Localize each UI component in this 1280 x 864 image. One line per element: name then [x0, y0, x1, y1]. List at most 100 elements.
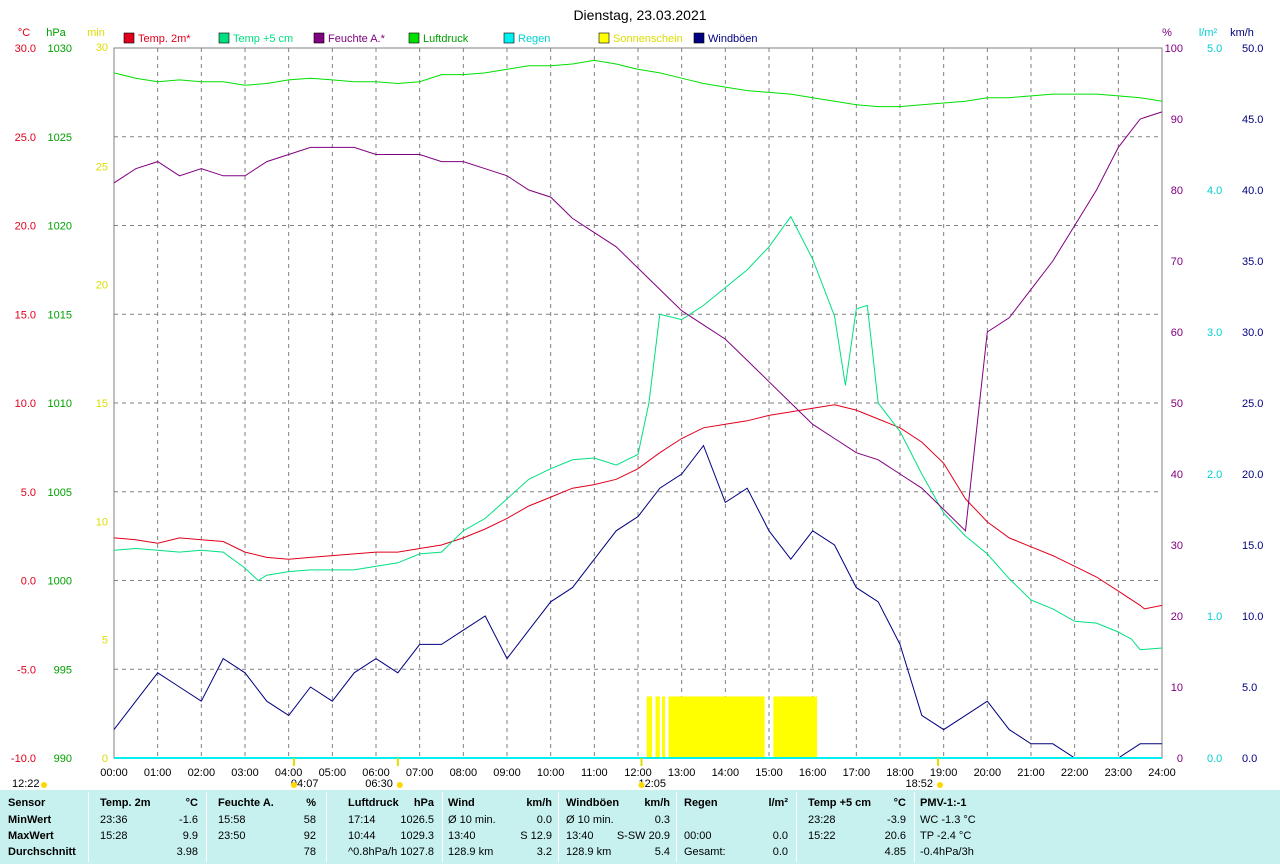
legend-label: Luftdruck [423, 33, 469, 45]
stats-column-divider [88, 792, 89, 862]
stats-column-divider [206, 792, 207, 862]
axis-tick-humidity_pct: 70 [1171, 256, 1183, 268]
stats-cell-temp_t: 23:36 [100, 814, 128, 826]
sun-icon [396, 782, 403, 788]
stats-cell-gust_t: Ø 10 min. [566, 814, 614, 826]
x-tick-label: 00:00 [100, 767, 128, 779]
axis-unit-rain_lm2: l/m² [1199, 27, 1218, 39]
stats-cell-pmv: WC -1.3 °C [920, 814, 976, 826]
legend-swatch [408, 32, 420, 44]
stats-cell-press_t: Luftdruck [348, 797, 399, 809]
axis-tick-pressure_hpa: 1010 [48, 398, 72, 410]
axis-tick-rain_lm2: 5.0 [1207, 43, 1222, 55]
series-line-1 [113, 215, 1163, 651]
axis-tick-wind_kmh: 30.0 [1242, 327, 1263, 339]
stats-cell-wind_t: Ø 10 min. [448, 814, 496, 826]
stats-cell-gust_v: km/h [644, 797, 670, 809]
axis-tick-wind_kmh: 50.0 [1242, 43, 1263, 55]
axis-tick-wind_kmh: 5.0 [1242, 682, 1257, 694]
axis-tick-sun_min: 0 [102, 753, 108, 765]
stats-cell-press_v: 1026.5 [400, 814, 434, 826]
stats-cell-pmv: TP -2.4 °C [920, 830, 972, 842]
axis-tick-rain_lm2: 1.0 [1207, 611, 1222, 623]
stats-cell-t5_t: 23:28 [808, 814, 836, 826]
axis-tick-temp_c: 25.0 [15, 132, 36, 144]
stats-cell-hum_v: 78 [303, 846, 316, 858]
sunshine-bar [773, 696, 818, 758]
axis-tick-pressure_hpa: 1015 [48, 309, 72, 321]
legend-label: Feuchte A.* [328, 33, 386, 45]
axis-tick-rain_lm2: 2.0 [1207, 469, 1222, 481]
stats-column-divider [558, 792, 559, 862]
axis-tick-wind_kmh: 10.0 [1242, 611, 1263, 623]
axis-tick-humidity_pct: 20 [1171, 611, 1183, 623]
x-tick-label: 23:00 [1105, 767, 1133, 779]
stats-column-divider [442, 792, 443, 862]
time-marker-label: 04:07 [291, 778, 319, 790]
stats-cell-gust_t: 128.9 km [566, 846, 612, 858]
axis-tick-temp_c: 10.0 [15, 398, 36, 410]
chart-legend: Temp. 2m* Temp +5 cm Feuchte A.* Luftdruck R… [123, 32, 758, 45]
stats-cell-hum_v: % [306, 797, 316, 809]
axis-tick-wind_kmh: 15.0 [1242, 540, 1263, 552]
sun-icon [638, 782, 645, 788]
axis-tick-humidity_pct: 90 [1171, 114, 1183, 126]
axis-tick-wind_kmh: 35.0 [1242, 256, 1263, 268]
stats-cell-hum_t: 23:50 [218, 830, 246, 842]
axis-tick-rain_lm2: 4.0 [1207, 185, 1222, 197]
stats-cell-wind_v: 3.2 [536, 846, 552, 858]
stats-cell-gust_v: S-SW 20.9 [616, 830, 670, 842]
sunshine-bar [655, 696, 660, 758]
stats-cell-gust_v: 0.3 [654, 814, 670, 826]
x-tick-label: 14:00 [712, 767, 740, 779]
sun-icon [936, 782, 943, 788]
axis-tick-temp_c: 30.0 [15, 43, 36, 55]
stats-cell-rain_t: 00:00 [684, 830, 712, 842]
x-tick-label: 16:00 [799, 767, 827, 779]
stats-cell-t5_v: 20.6 [884, 830, 906, 842]
x-tick-label: 18:00 [886, 767, 914, 779]
stats-cell-label: Durchschnitt [8, 846, 76, 858]
axis-tick-temp_c: 20.0 [15, 221, 36, 233]
x-tick-label: 04:00 [275, 767, 303, 779]
sunshine-bar [668, 696, 765, 758]
sunshine-bar [662, 696, 666, 758]
axis-unit-sun_min: min [87, 27, 105, 39]
axis-tick-pressure_hpa: 1030 [48, 43, 72, 55]
stats-cell-hum_v: 92 [303, 830, 316, 842]
stats-cell-gust_v: 5.4 [654, 846, 670, 858]
stats-cell-temp_v: 3.98 [176, 846, 198, 858]
stats-cell-gust_t: Windböen [566, 797, 620, 809]
x-tick-label: 24:00 [1148, 767, 1176, 779]
time-marker-label: 18:52 [905, 778, 933, 790]
stats-cell-hum_t: Feuchte A. [218, 797, 274, 809]
series-line-2 [113, 111, 1163, 532]
stats-cell-rain_v: 0.0 [772, 830, 788, 842]
axis-tick-sun_min: 25 [96, 161, 108, 173]
stats-cell-wind_t: 128.9 km [448, 846, 494, 858]
legend-swatch [123, 32, 135, 44]
x-tick-label: 07:00 [406, 767, 434, 779]
stats-cell-t5_v: -3.9 [887, 814, 906, 826]
stats-cell-temp_t: 15:28 [100, 830, 128, 842]
axis-tick-sun_min: 10 [96, 516, 108, 528]
stats-cell-rain_v: l/m² [768, 797, 788, 809]
axis-tick-humidity_pct: 10 [1171, 682, 1183, 694]
x-tick-label: 05:00 [319, 767, 347, 779]
legend-swatch [503, 32, 515, 44]
stats-cell-temp_t: Temp. 2m [100, 797, 151, 809]
stats-column-divider [796, 792, 797, 862]
axis-tick-rain_lm2: 3.0 [1207, 327, 1222, 339]
legend-swatch [313, 32, 325, 44]
axis-tick-wind_kmh: 0.0 [1242, 753, 1257, 765]
stats-cell-label: Sensor [8, 797, 46, 809]
axis-tick-pressure_hpa: 1005 [48, 487, 72, 499]
legend-swatch [598, 32, 610, 44]
stats-cell-t5_t: 15:22 [808, 830, 836, 842]
legend-label: Temp +5 cm [233, 33, 293, 45]
axis-tick-sun_min: 20 [96, 280, 108, 292]
axis-tick-rain_lm2: 0.0 [1207, 753, 1222, 765]
x-tick-label: 06:00 [362, 767, 390, 779]
stats-cell-temp_v: -1.6 [179, 814, 198, 826]
time-marker-label: 12:05 [638, 778, 666, 790]
